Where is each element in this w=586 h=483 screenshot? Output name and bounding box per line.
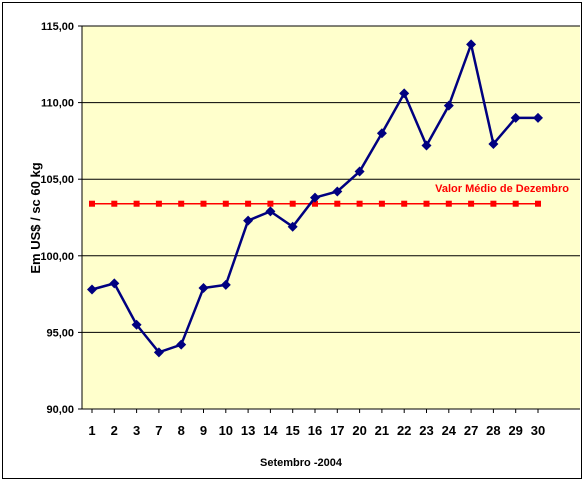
x-tick-label: 20	[352, 423, 366, 438]
price-point	[533, 112, 543, 123]
x-tick-label: 24	[442, 423, 457, 438]
price-series	[87, 39, 543, 358]
x-tick-label: 30	[531, 423, 545, 438]
annotation-label: Valor Médio de Dezembro	[435, 183, 569, 195]
x-tick-label: 15	[285, 423, 299, 438]
y-tick-label: 95,00	[46, 327, 74, 339]
x-tick-label: 1	[88, 423, 95, 438]
price-point	[198, 282, 209, 293]
mean-point	[245, 200, 252, 207]
price-point	[488, 138, 499, 149]
y-tick-label: 100,00	[40, 251, 74, 263]
price-point	[354, 166, 365, 177]
x-tick-label: 21	[375, 423, 389, 438]
price-point	[310, 192, 320, 203]
mean-point	[468, 200, 475, 207]
mean-point	[535, 200, 541, 207]
mean-point	[267, 200, 274, 207]
mean-series	[89, 200, 541, 207]
x-tick-label: 13	[241, 423, 255, 438]
x-tick-label: 17	[330, 423, 344, 438]
x-tick-label: 7	[155, 423, 162, 438]
price-point	[443, 100, 454, 111]
y-tick-label: 105,00	[40, 174, 74, 186]
x-tick-label: 9	[200, 423, 207, 438]
x-tick-labels: 1 2 3 7 8 9 10 13 14 15 16 17 20 21 22 23 24 27 28 29 30	[88, 423, 545, 438]
y-tick-label: 115,00	[41, 21, 74, 33]
x-tick-label: 14	[263, 423, 278, 438]
mean-point	[133, 200, 140, 207]
price-point	[243, 215, 254, 226]
y-axis-title: Em US$ / sc 60 kg	[28, 162, 43, 273]
mean-point	[155, 200, 162, 207]
price-point	[510, 112, 521, 123]
x-tick-label: 2	[111, 423, 118, 438]
x-axis-title: Setembro -2004	[260, 457, 343, 469]
mean-point	[111, 200, 118, 207]
price-point	[466, 39, 477, 50]
price-point	[421, 140, 432, 151]
y-tick-labels: 90,00 95,00 100,00 105,00 110,00 115,00	[40, 21, 74, 416]
x-tick-label: 29	[508, 423, 522, 438]
mean-point	[289, 200, 296, 207]
y-tick-label: 90,00	[46, 404, 74, 416]
mean-point	[89, 200, 95, 207]
mean-point	[445, 200, 452, 207]
x-tick-label: 22	[397, 423, 411, 438]
mean-point	[334, 200, 341, 207]
price-point	[87, 284, 97, 295]
mean-point	[490, 200, 497, 207]
price-point	[109, 278, 120, 289]
mean-point	[312, 200, 318, 207]
x-tick-label: 16	[308, 423, 322, 438]
price-point	[376, 128, 387, 139]
price-point	[332, 186, 343, 197]
x-tick-label: 10	[219, 423, 233, 438]
mean-point	[178, 200, 185, 207]
mean-point	[356, 200, 363, 207]
x-tick-label: 28	[486, 423, 500, 438]
price-point	[220, 279, 231, 290]
mean-point	[378, 200, 385, 207]
price-point	[131, 319, 142, 330]
x-tick-label: 27	[464, 423, 478, 438]
price-point	[176, 339, 187, 350]
x-tick-label: 8	[178, 423, 185, 438]
price-point	[399, 88, 410, 99]
x-tick-label: 3	[133, 423, 140, 438]
price-point	[265, 206, 276, 217]
mean-point	[401, 200, 408, 207]
y-tick-label: 110,00	[41, 98, 74, 110]
grid-lines	[78, 25, 580, 413]
mean-point	[512, 200, 519, 207]
mean-point	[222, 200, 229, 207]
price-point	[153, 347, 164, 358]
mean-point	[200, 200, 207, 207]
x-tick-label: 23	[419, 423, 433, 438]
plot-area	[82, 26, 580, 409]
price-point	[287, 221, 298, 232]
mean-point	[423, 200, 430, 207]
